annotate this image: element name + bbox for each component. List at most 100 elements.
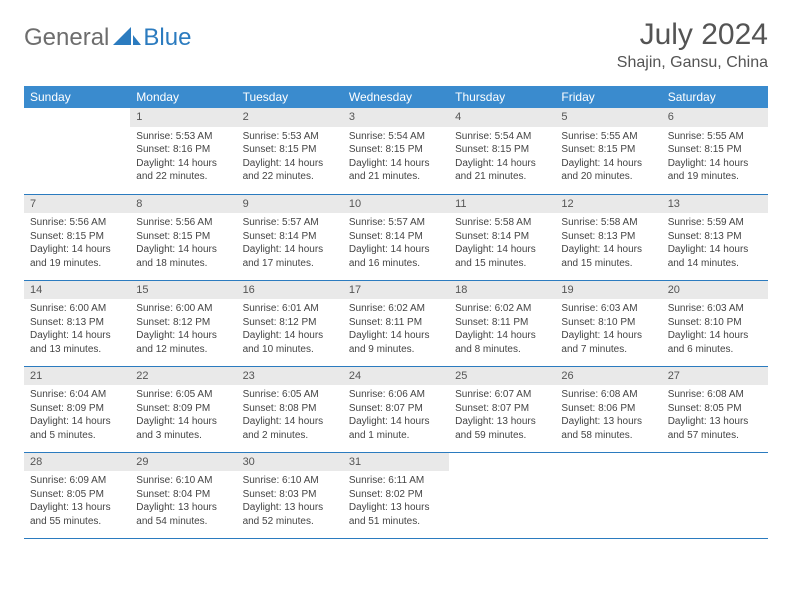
daylight-text: Daylight: 14 hours and 9 minutes. <box>349 329 443 356</box>
calendar-row: 28Sunrise: 6:09 AMSunset: 8:05 PMDayligh… <box>24 452 768 538</box>
daylight-text: Daylight: 14 hours and 8 minutes. <box>455 329 549 356</box>
day-header: Thursday <box>449 86 555 108</box>
sunrise-text: Sunrise: 6:01 AM <box>243 302 337 316</box>
calendar-cell <box>555 452 661 538</box>
day-content: Sunrise: 5:56 AMSunset: 8:15 PMDaylight:… <box>24 213 130 274</box>
day-content: Sunrise: 5:53 AMSunset: 8:15 PMDaylight:… <box>237 127 343 188</box>
sunset-text: Sunset: 8:11 PM <box>349 316 443 330</box>
sunset-text: Sunset: 8:04 PM <box>136 488 230 502</box>
day-content: Sunrise: 6:01 AMSunset: 8:12 PMDaylight:… <box>237 299 343 360</box>
day-number: 17 <box>343 281 449 300</box>
daylight-text: Daylight: 14 hours and 13 minutes. <box>30 329 124 356</box>
sunset-text: Sunset: 8:08 PM <box>243 402 337 416</box>
calendar-cell: 15Sunrise: 6:00 AMSunset: 8:12 PMDayligh… <box>130 280 236 366</box>
daylight-text: Daylight: 14 hours and 6 minutes. <box>668 329 762 356</box>
day-number: 23 <box>237 367 343 386</box>
day-content: Sunrise: 6:08 AMSunset: 8:05 PMDaylight:… <box>662 385 768 446</box>
sunset-text: Sunset: 8:11 PM <box>455 316 549 330</box>
day-header: Tuesday <box>237 86 343 108</box>
sunset-text: Sunset: 8:03 PM <box>243 488 337 502</box>
daylight-text: Daylight: 14 hours and 1 minute. <box>349 415 443 442</box>
sunrise-text: Sunrise: 5:56 AM <box>30 216 124 230</box>
daylight-text: Daylight: 13 hours and 59 minutes. <box>455 415 549 442</box>
day-content: Sunrise: 5:53 AMSunset: 8:16 PMDaylight:… <box>130 127 236 188</box>
calendar-cell: 2Sunrise: 5:53 AMSunset: 8:15 PMDaylight… <box>237 108 343 194</box>
day-number: 13 <box>662 195 768 214</box>
calendar-cell: 25Sunrise: 6:07 AMSunset: 8:07 PMDayligh… <box>449 366 555 452</box>
sunset-text: Sunset: 8:15 PM <box>561 143 655 157</box>
day-content: Sunrise: 5:54 AMSunset: 8:15 PMDaylight:… <box>449 127 555 188</box>
day-content: Sunrise: 5:57 AMSunset: 8:14 PMDaylight:… <box>237 213 343 274</box>
day-content: Sunrise: 6:10 AMSunset: 8:03 PMDaylight:… <box>237 471 343 532</box>
sunset-text: Sunset: 8:10 PM <box>668 316 762 330</box>
day-number: 16 <box>237 281 343 300</box>
day-content: Sunrise: 5:58 AMSunset: 8:13 PMDaylight:… <box>555 213 661 274</box>
daylight-text: Daylight: 13 hours and 55 minutes. <box>30 501 124 528</box>
sunset-text: Sunset: 8:09 PM <box>136 402 230 416</box>
day-header: Saturday <box>662 86 768 108</box>
sunrise-text: Sunrise: 5:57 AM <box>349 216 443 230</box>
day-content: Sunrise: 6:08 AMSunset: 8:06 PMDaylight:… <box>555 385 661 446</box>
sunset-text: Sunset: 8:15 PM <box>30 230 124 244</box>
day-number: 6 <box>662 108 768 127</box>
sunset-text: Sunset: 8:13 PM <box>30 316 124 330</box>
day-content: Sunrise: 6:03 AMSunset: 8:10 PMDaylight:… <box>555 299 661 360</box>
daylight-text: Daylight: 14 hours and 21 minutes. <box>455 157 549 184</box>
daylight-text: Daylight: 14 hours and 20 minutes. <box>561 157 655 184</box>
calendar-cell: 26Sunrise: 6:08 AMSunset: 8:06 PMDayligh… <box>555 366 661 452</box>
day-content: Sunrise: 5:55 AMSunset: 8:15 PMDaylight:… <box>662 127 768 188</box>
daylight-text: Daylight: 14 hours and 10 minutes. <box>243 329 337 356</box>
calendar-cell: 14Sunrise: 6:00 AMSunset: 8:13 PMDayligh… <box>24 280 130 366</box>
calendar-cell: 11Sunrise: 5:58 AMSunset: 8:14 PMDayligh… <box>449 194 555 280</box>
day-content: Sunrise: 6:05 AMSunset: 8:09 PMDaylight:… <box>130 385 236 446</box>
sunset-text: Sunset: 8:16 PM <box>136 143 230 157</box>
sunrise-text: Sunrise: 6:00 AM <box>136 302 230 316</box>
sunset-text: Sunset: 8:15 PM <box>349 143 443 157</box>
day-content: Sunrise: 5:57 AMSunset: 8:14 PMDaylight:… <box>343 213 449 274</box>
daylight-text: Daylight: 14 hours and 18 minutes. <box>136 243 230 270</box>
calendar-cell: 1Sunrise: 5:53 AMSunset: 8:16 PMDaylight… <box>130 108 236 194</box>
day-number: 21 <box>24 367 130 386</box>
day-number: 7 <box>24 195 130 214</box>
day-content: Sunrise: 6:00 AMSunset: 8:13 PMDaylight:… <box>24 299 130 360</box>
sunrise-text: Sunrise: 5:55 AM <box>668 130 762 144</box>
daylight-text: Daylight: 13 hours and 58 minutes. <box>561 415 655 442</box>
day-number: 12 <box>555 195 661 214</box>
sunrise-text: Sunrise: 6:09 AM <box>30 474 124 488</box>
sunset-text: Sunset: 8:15 PM <box>243 143 337 157</box>
sunset-text: Sunset: 8:10 PM <box>561 316 655 330</box>
calendar-cell: 28Sunrise: 6:09 AMSunset: 8:05 PMDayligh… <box>24 452 130 538</box>
daylight-text: Daylight: 14 hours and 16 minutes. <box>349 243 443 270</box>
day-number: 2 <box>237 108 343 127</box>
day-number: 24 <box>343 367 449 386</box>
day-number: 11 <box>449 195 555 214</box>
calendar-cell <box>24 108 130 194</box>
day-content: Sunrise: 6:09 AMSunset: 8:05 PMDaylight:… <box>24 471 130 532</box>
sunset-text: Sunset: 8:13 PM <box>668 230 762 244</box>
daylight-text: Daylight: 14 hours and 19 minutes. <box>30 243 124 270</box>
day-number: 26 <box>555 367 661 386</box>
day-content: Sunrise: 6:07 AMSunset: 8:07 PMDaylight:… <box>449 385 555 446</box>
logo-text-blue: Blue <box>143 24 191 52</box>
calendar-cell: 27Sunrise: 6:08 AMSunset: 8:05 PMDayligh… <box>662 366 768 452</box>
daylight-text: Daylight: 14 hours and 22 minutes. <box>243 157 337 184</box>
calendar-cell: 10Sunrise: 5:57 AMSunset: 8:14 PMDayligh… <box>343 194 449 280</box>
daylight-text: Daylight: 13 hours and 54 minutes. <box>136 501 230 528</box>
sunrise-text: Sunrise: 5:54 AM <box>349 130 443 144</box>
sunset-text: Sunset: 8:15 PM <box>136 230 230 244</box>
calendar-row: 21Sunrise: 6:04 AMSunset: 8:09 PMDayligh… <box>24 366 768 452</box>
sunset-text: Sunset: 8:12 PM <box>243 316 337 330</box>
day-header: Wednesday <box>343 86 449 108</box>
day-number: 3 <box>343 108 449 127</box>
sunrise-text: Sunrise: 6:10 AM <box>243 474 337 488</box>
day-content: Sunrise: 6:00 AMSunset: 8:12 PMDaylight:… <box>130 299 236 360</box>
calendar-cell: 23Sunrise: 6:05 AMSunset: 8:08 PMDayligh… <box>237 366 343 452</box>
calendar-cell: 13Sunrise: 5:59 AMSunset: 8:13 PMDayligh… <box>662 194 768 280</box>
day-header: Monday <box>130 86 236 108</box>
day-content: Sunrise: 6:05 AMSunset: 8:08 PMDaylight:… <box>237 385 343 446</box>
calendar-cell: 9Sunrise: 5:57 AMSunset: 8:14 PMDaylight… <box>237 194 343 280</box>
day-number: 25 <box>449 367 555 386</box>
day-content: Sunrise: 5:55 AMSunset: 8:15 PMDaylight:… <box>555 127 661 188</box>
sunset-text: Sunset: 8:05 PM <box>668 402 762 416</box>
sunrise-text: Sunrise: 5:54 AM <box>455 130 549 144</box>
